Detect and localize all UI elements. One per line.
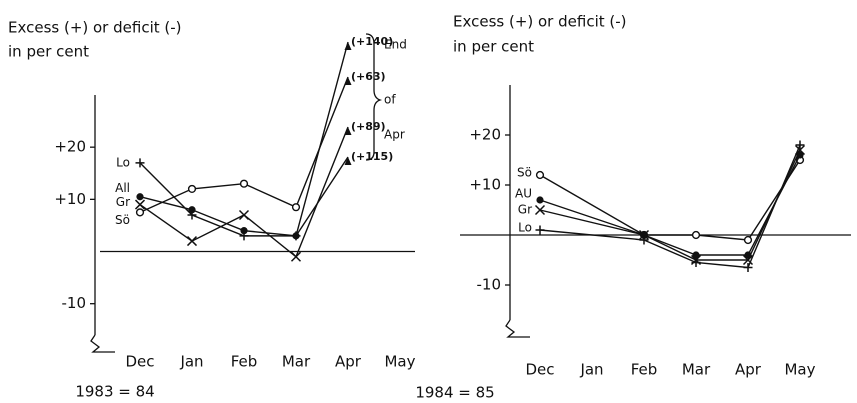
marker	[290, 251, 302, 262]
arrowhead	[344, 77, 352, 85]
x-tick-label: Jan	[579, 361, 603, 379]
x-tick-label: Mar	[682, 361, 711, 379]
marker	[742, 254, 754, 266]
marker	[691, 230, 701, 240]
x-tick-label: Feb	[631, 361, 658, 379]
series-line	[539, 149, 801, 261]
x-tick-label: Mar	[282, 353, 311, 371]
axis-break	[505, 319, 530, 338]
x-tick-label: Feb	[231, 353, 258, 371]
series-line	[139, 76, 349, 214]
marker	[239, 179, 249, 188]
x-axis-title: 1983 = 84	[75, 383, 154, 401]
x-tick-label: Dec	[525, 361, 554, 379]
marker	[535, 170, 545, 180]
axis-break	[90, 334, 115, 353]
series-line	[539, 159, 801, 241]
arrowhead	[344, 157, 352, 165]
marker	[292, 232, 300, 240]
marker	[136, 193, 144, 201]
marker	[535, 225, 545, 235]
marker	[291, 203, 301, 212]
series-line	[539, 144, 801, 269]
value-label: (+115)	[351, 150, 393, 163]
marker	[135, 158, 145, 168]
marker	[691, 258, 701, 267]
series-line	[539, 154, 801, 256]
marker	[188, 206, 196, 214]
x-tick-label: Dec	[125, 353, 154, 371]
legend-label: Sö	[517, 166, 532, 180]
x-tick-label: May	[784, 361, 815, 379]
marker	[743, 235, 753, 245]
marker	[186, 236, 198, 247]
value-label: (+140)	[351, 35, 393, 48]
x-tick-label: Apr	[735, 361, 762, 379]
marker	[743, 263, 753, 272]
y-axis-title: Excess (+) or deficit (-)	[8, 19, 182, 37]
y-axis-title: Excess (+) or deficit (-)	[453, 13, 627, 31]
marker	[135, 208, 145, 217]
x-tick-label: May	[384, 353, 415, 371]
legend-label: AU	[515, 187, 532, 201]
marker	[536, 196, 544, 204]
annotation: End	[384, 38, 407, 52]
series-line	[139, 41, 349, 237]
y-tick-label: +10	[54, 190, 86, 208]
annotation: of	[384, 93, 396, 107]
marker	[638, 229, 650, 241]
y-axis-title: in per cent	[453, 38, 534, 56]
legend-label: Gr	[518, 203, 532, 217]
annotation: Apr	[384, 128, 405, 142]
value-label: (+89)	[351, 120, 386, 133]
y-tick-label: -10	[477, 276, 502, 294]
y-tick-label: -10	[62, 294, 87, 312]
arrowhead	[344, 127, 352, 135]
series-line	[139, 156, 349, 237]
y-axis-title: in per cent	[8, 43, 89, 61]
x-tick-label: Apr	[335, 353, 362, 371]
marker	[795, 140, 805, 150]
legend-label: Sö	[115, 213, 130, 227]
legend-label: All	[115, 181, 130, 195]
x-axis-title: 1984 = 85	[415, 384, 494, 402]
arrowhead	[344, 42, 352, 50]
legend-label: Lo	[116, 155, 130, 169]
y-tick-label: +20	[54, 138, 86, 156]
marker	[238, 209, 250, 221]
marker	[534, 204, 546, 216]
value-label: (+63)	[351, 70, 386, 83]
bracket	[365, 33, 383, 161]
y-tick-label: +20	[469, 126, 501, 144]
marker	[134, 199, 146, 210]
legend-label: Gr	[116, 195, 130, 209]
legend-label: Lo	[518, 221, 532, 235]
marker	[692, 251, 700, 259]
marker	[639, 235, 649, 245]
x-tick-label: Jan	[179, 353, 203, 371]
y-tick-label: +10	[469, 176, 501, 194]
marker	[240, 227, 248, 235]
marker	[187, 184, 197, 194]
